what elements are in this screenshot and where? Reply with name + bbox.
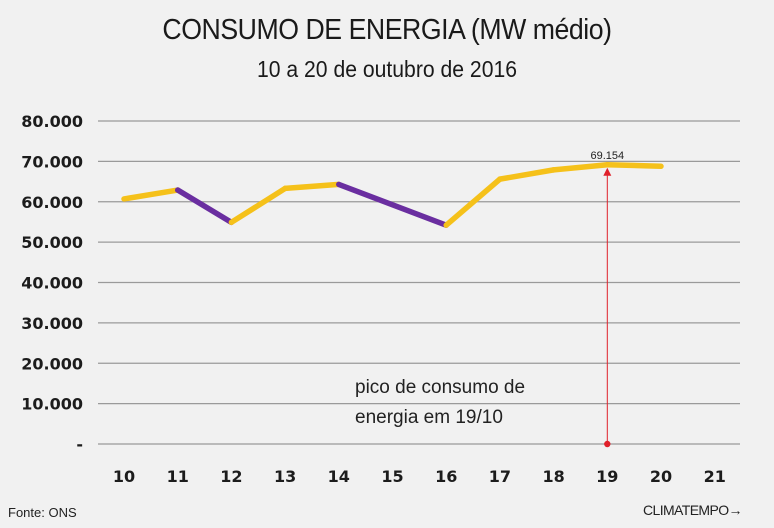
y-tick-label: 10.000 [21,395,83,414]
series-segment [121,187,181,202]
series-segment [550,162,611,173]
x-tick-label: 14 [328,467,350,486]
series-segment [228,185,288,226]
chart-title: CONSUMO DE ENERGIA (MW médio) [162,14,612,46]
series-segment [497,167,557,182]
x-tick-label: 18 [542,467,564,486]
x-tick-label: 13 [274,467,296,486]
series-segment [174,187,235,226]
x-tick-label: 11 [167,467,189,486]
y-tick-label: - [76,435,83,454]
brand-name: CLIMATEMPO [643,502,729,518]
y-tick-label: 70.000 [21,152,83,171]
annotation-arrow [603,167,612,448]
series-segment [443,176,503,228]
y-tick-label: 50.000 [21,233,83,252]
y-tick-label: 30.000 [21,314,83,333]
x-tick-label: 21 [704,467,726,486]
data-labels: 69.154 [590,150,624,162]
y-tick-label: 60.000 [21,193,83,212]
x-tick-label: 19 [596,467,618,486]
y-axis-ticks: 80.000 70.000 60.000 50.000 40.000 30.000 20.0… [21,112,83,454]
peak-annotation-line1: pico de consumo de [355,377,526,398]
annotation-origin-dot [604,440,611,448]
x-tick-label: 12 [220,467,242,486]
x-axis-ticks: 10 11 12 13 14 15 16 17 18 19 20 21 [113,467,726,486]
x-tick-label: 10 [113,467,135,486]
data-label: 69.154 [590,150,624,162]
y-tick-label: 20.000 [21,354,83,373]
series-segment [282,181,342,192]
gridlines [98,120,740,445]
peak-annotation-line2: energia em 19/10 [355,407,503,428]
peak-annotation: pico de consumo de energia em 19/10 [355,373,525,433]
series-segment [336,181,449,228]
y-tick-label: 40.000 [21,274,83,293]
series-lines [121,162,664,228]
x-tick-label: 20 [650,467,672,486]
brand-arrow-icon: → [728,502,743,518]
x-tick-label: 15 [381,467,403,486]
x-tick-label: 16 [435,467,457,486]
annotation-arrow-head [603,167,612,176]
source-note: Fonte: ONS [8,505,77,520]
x-tick-label: 17 [489,467,511,486]
y-tick-label: 80.000 [21,112,83,131]
chart-subtitle: 10 a 20 de outubro de 2016 [256,56,518,82]
brand-logo: CLIMATEMPO→ [643,502,743,518]
series-segment [604,162,664,169]
